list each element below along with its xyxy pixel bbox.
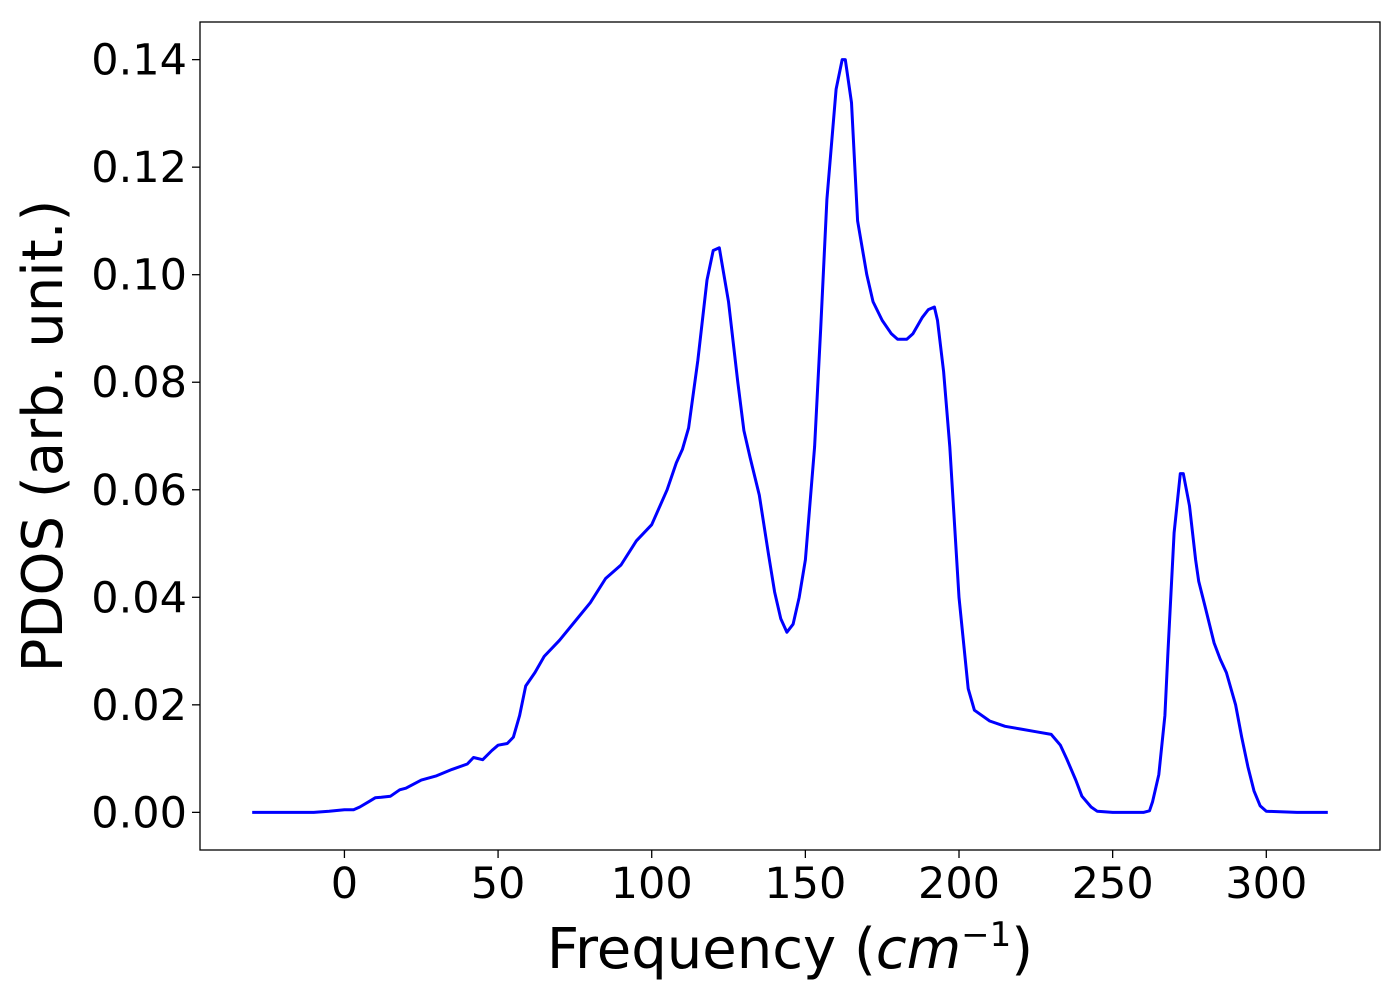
x-tick-label: 200 (918, 859, 1000, 909)
y-tick-label: 0.12 (91, 143, 187, 193)
x-tick-label: 100 (611, 859, 693, 909)
y-tick-label: 0.06 (91, 466, 187, 516)
y-tick-label: 0.02 (91, 681, 187, 731)
x-axis-label: Frequency (cm−1) (547, 915, 1033, 982)
x-tick-label: 0 (331, 859, 358, 909)
y-axis-ticks: 0.00 0.02 0.04 0.06 0.08 0.10 0.12 0.14 (91, 36, 200, 838)
series-line-0 (252, 58, 1328, 814)
plot-area (199, 21, 1381, 851)
y-tick-label: 0.14 (91, 36, 187, 86)
x-tick-label: 50 (471, 859, 526, 909)
x-axis-ticks: 0 50 100 150 200 250 300 (331, 850, 1307, 909)
y-axis-label: PDOS (arb. unit.) (11, 200, 76, 673)
x-tick-label: 250 (1072, 859, 1154, 909)
y-tick-label: 0.08 (91, 358, 187, 408)
y-tick-label: 0.10 (91, 251, 187, 301)
y-tick-label: 0.04 (91, 573, 187, 623)
plot-frame (199, 21, 1381, 851)
x-tick-label: 300 (1225, 859, 1307, 909)
y-tick-label: 0.00 (91, 788, 187, 838)
x-tick-label: 150 (764, 859, 846, 909)
